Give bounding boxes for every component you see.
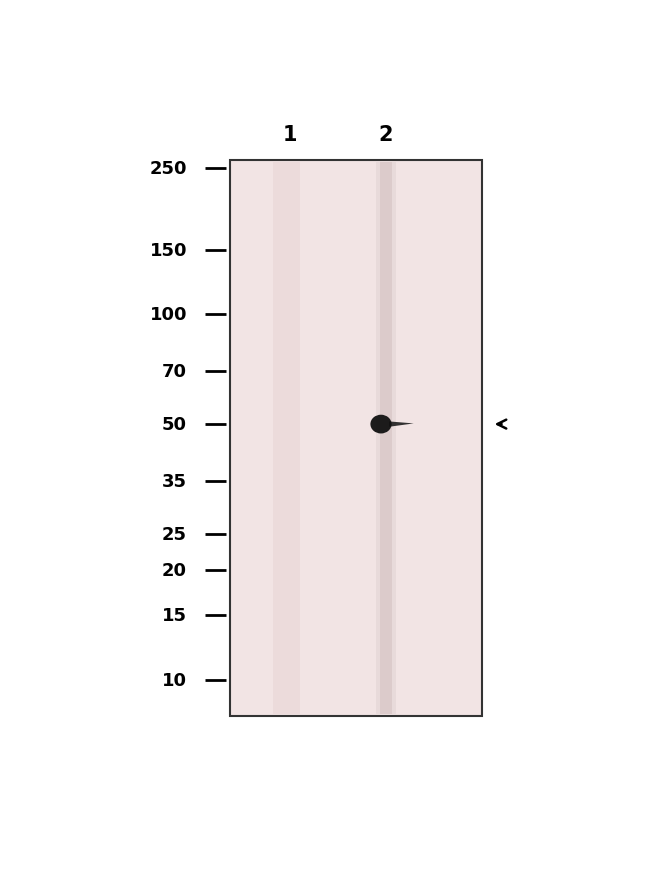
- Text: 2: 2: [379, 124, 393, 144]
- Text: 150: 150: [150, 242, 187, 259]
- Bar: [376, 163, 396, 714]
- Ellipse shape: [370, 415, 391, 434]
- Text: 10: 10: [162, 671, 187, 689]
- Text: 20: 20: [162, 561, 187, 579]
- Bar: [230, 161, 482, 717]
- Text: 70: 70: [162, 362, 187, 381]
- Text: 25: 25: [162, 526, 187, 544]
- Text: 100: 100: [150, 306, 187, 323]
- Bar: [380, 163, 393, 714]
- Bar: [273, 163, 300, 714]
- Polygon shape: [389, 422, 413, 428]
- Text: 50: 50: [162, 415, 187, 434]
- Text: 35: 35: [162, 472, 187, 490]
- Text: 250: 250: [150, 160, 187, 178]
- Text: 15: 15: [162, 607, 187, 625]
- Text: 1: 1: [283, 124, 298, 144]
